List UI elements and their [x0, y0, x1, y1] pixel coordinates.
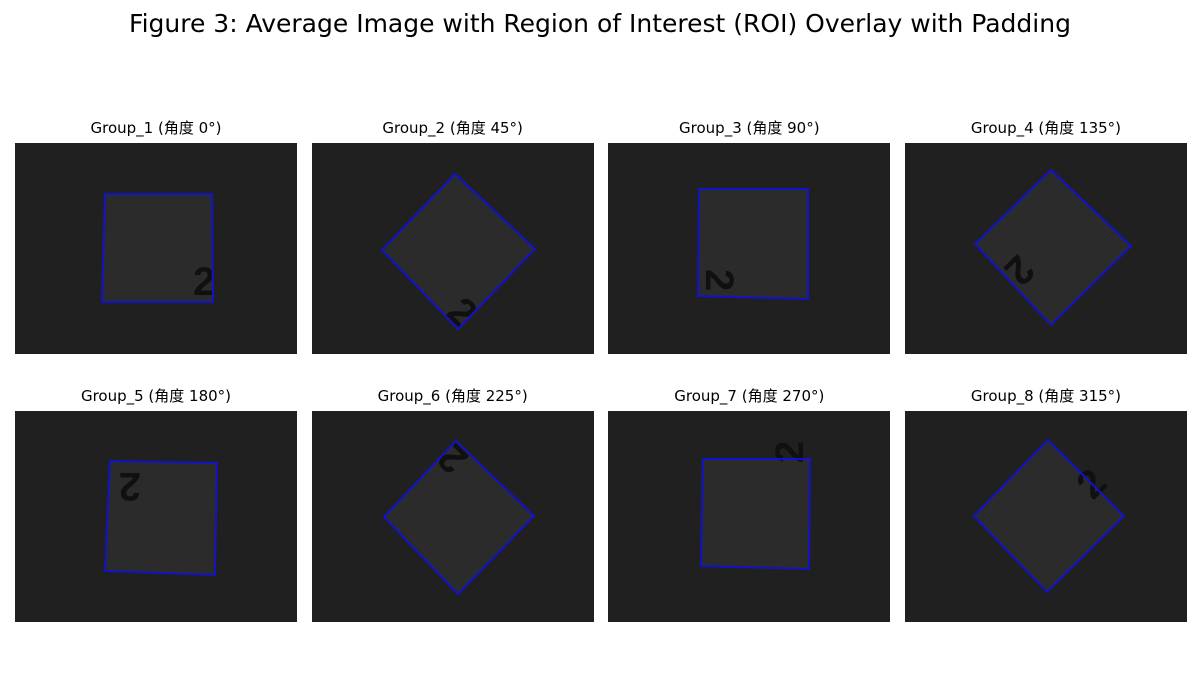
part [105, 461, 217, 575]
panel-title: Group_2 (角度 45°) [382, 119, 523, 137]
part-group: 2 [700, 441, 812, 571]
roi-image: 2 [15, 411, 297, 622]
roi-outline [382, 439, 536, 596]
digit-mark: 2 [768, 441, 812, 463]
average-image: 2 [311, 411, 594, 622]
average-image: 2 [608, 143, 891, 354]
panel-title: Group_8 (角度 315°) [970, 387, 1122, 405]
digit-mark: 2 [119, 464, 141, 508]
average-image: 2 [904, 143, 1187, 354]
roi-outline [973, 168, 1133, 327]
roi-outline [380, 172, 537, 331]
panel-group-7: Group_7 (角度 270°) 2 [608, 382, 891, 622]
panel-group-4: Group_4 (角度 135°) 2 [904, 114, 1187, 354]
part [698, 189, 809, 299]
roi-image: 2 [904, 143, 1187, 354]
average-image: 2 [15, 143, 297, 354]
digit-mark: 2 [697, 269, 741, 291]
panel-group-1: Group_1 (角度 0°) 2 [15, 114, 297, 354]
figure-title: Figure 3: Average Image with Region of I… [129, 9, 1071, 38]
average-image: 2 [15, 411, 297, 622]
roi-outline [700, 458, 812, 571]
part [974, 170, 1131, 325]
part-group: 2 [697, 188, 810, 301]
roi-image: 2 [15, 143, 297, 354]
panel-title: Group_1 (角度 0°) [90, 119, 222, 137]
roi-outline [100, 193, 215, 303]
panel-group-8: Group_8 (角度 315°) 2 [904, 382, 1187, 622]
part [381, 174, 535, 329]
panel-title: Group_7 (角度 270°) [674, 387, 825, 405]
average-image: 2 [311, 143, 594, 354]
part [102, 194, 213, 302]
roi-image: 2 [608, 411, 891, 622]
roi-outline [972, 438, 1126, 594]
average-image: 2 [608, 411, 891, 622]
panel-group-3: Group_3 (角度 90°) 2 [608, 114, 891, 354]
roi-outline [103, 459, 219, 577]
digit-mark: 2 [193, 260, 215, 304]
part-group: 2 [973, 168, 1133, 327]
average-image: 2 [904, 411, 1187, 622]
panel-grid: Group_1 (角度 0°) 2 Group_2 (角度 45°) [15, 114, 1187, 622]
part-group: 2 [103, 459, 219, 577]
panel-group-5: Group_5 (角度 180°) 2 [15, 382, 297, 622]
roi-image: 2 [311, 143, 594, 354]
panel-group-2: Group_2 (角度 45°) 2 [311, 114, 594, 354]
roi-image: 2 [904, 411, 1187, 622]
roi-image: 2 [608, 143, 891, 354]
part [701, 459, 811, 569]
roi-outline [697, 188, 810, 301]
panel-title: Group_4 (角度 135°) [970, 119, 1122, 137]
part-group: 2 [100, 193, 215, 304]
panel-title: Group_6 (角度 225°) [377, 387, 528, 405]
panel-title: Group_5 (角度 180°) [80, 387, 232, 405]
roi-image: 2 [311, 411, 594, 622]
panel-title: Group_3 (角度 90°) [679, 119, 820, 137]
panel-group-6: Group_6 (角度 225°) 2 [311, 382, 594, 622]
